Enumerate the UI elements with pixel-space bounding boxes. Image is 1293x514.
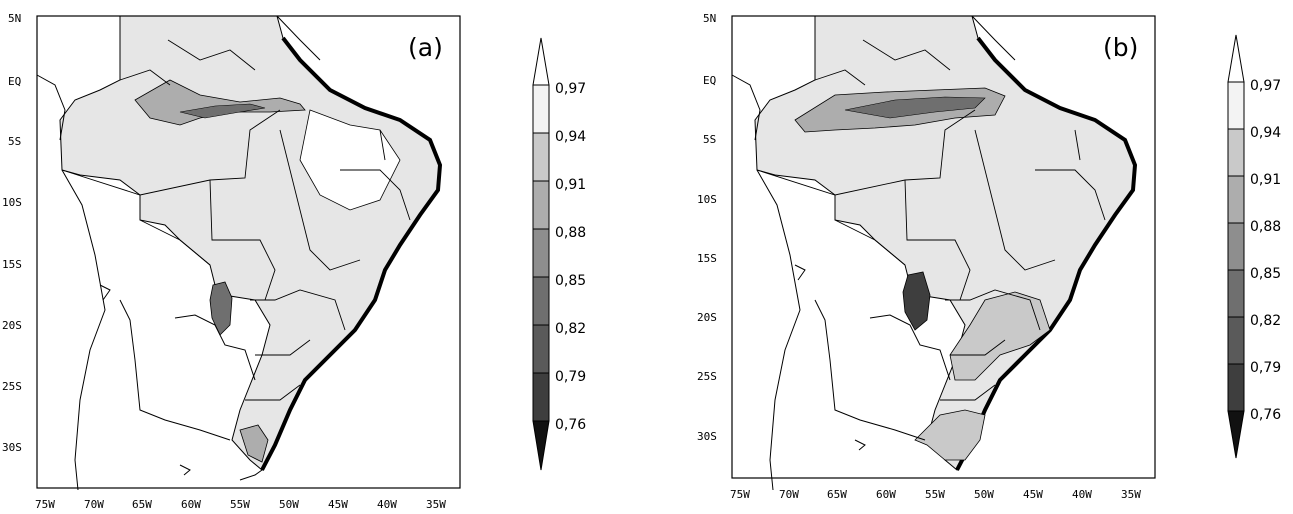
coast-band-b [955, 36, 1138, 471]
colorbar-b: 0,97 0,94 0,91 0,88 0,85 0,82 0,79 0,76 [1227, 34, 1281, 459]
colorbar-cell [1227, 222, 1245, 271]
lon-tick-label: 50W [974, 488, 994, 501]
lon-tick-label: 40W [377, 498, 397, 511]
colorbar-cell [1227, 269, 1245, 318]
amazon-band-a [134, 79, 306, 126]
lat-tick-label: 10S [697, 193, 717, 206]
brazil-region-b [754, 15, 1136, 471]
lat-tick-label: 15S [2, 258, 22, 271]
lon-tick-label: 45W [328, 498, 348, 511]
colorbar-label: 0,79 [1250, 360, 1281, 376]
state-borders-a [61, 39, 411, 401]
map-panel-a: (a) 5N EQ 5S 10S 15S 20S 25S 30S 75W 70W… [2, 12, 461, 511]
lat-axis-b: 5N EQ 5S 10S 15S 20S 25S 30S [697, 12, 717, 443]
colorbar-cell [532, 276, 550, 326]
map-panel-b: (b) 5N EQ 5S 10S 15S 20S 25S 30S 75W 70W… [697, 12, 1156, 501]
lon-axis-b: 75W 70W 65W 60W 55W 50W 45W 40W 35W [730, 488, 1141, 501]
lon-tick-label: 55W [230, 498, 250, 511]
colorbar-bottom-cap [1227, 410, 1245, 459]
lat-tick-label: 5S [703, 133, 716, 146]
lat-tick-label: 25S [697, 370, 717, 383]
colorbar-top-cap [1227, 34, 1245, 83]
lon-tick-label: 35W [1121, 488, 1141, 501]
colorbar-cell [1227, 316, 1245, 365]
colorbar-label: 0,94 [1250, 125, 1281, 141]
colorbar-label: 0,88 [1250, 219, 1281, 235]
colorbar-label: 0,91 [555, 177, 586, 193]
lon-tick-label: 60W [876, 488, 896, 501]
lon-tick-label: 60W [181, 498, 201, 511]
lat-tick-label: 20S [697, 311, 717, 324]
lon-tick-label: 50W [279, 498, 299, 511]
lon-tick-label: 75W [35, 498, 55, 511]
lat-tick-label: 5N [703, 12, 716, 25]
colorbar-label: 0,79 [555, 369, 586, 385]
colorbar-label: 0,88 [555, 225, 586, 241]
plot-frame-b [731, 15, 1156, 479]
lat-tick-label: 10S [2, 196, 22, 209]
lon-tick-label: 65W [132, 498, 152, 511]
colorbar-bottom-cap [532, 420, 550, 471]
panel-label-a: (a) [408, 33, 443, 62]
lon-tick-label: 45W [1023, 488, 1043, 501]
colorbar-cell [1227, 175, 1245, 224]
colorbar-cell [532, 228, 550, 278]
colorbar-cell [532, 132, 550, 182]
colorbar-label: 0,91 [1250, 172, 1281, 188]
south-region-b [914, 409, 986, 461]
lat-tick-label: 5S [8, 135, 21, 148]
lon-axis-a: 75W 70W 65W 60W 55W 50W 45W 40W 35W [35, 498, 446, 511]
colorbar-label: 0,97 [555, 81, 586, 97]
lat-tick-label: 20S [2, 319, 22, 332]
pantanal-spot-b [902, 271, 931, 331]
lat-tick-label: 15S [697, 252, 717, 265]
continent-outline-a [36, 15, 321, 491]
coast-band-a [260, 36, 443, 471]
colorbar-cell [532, 324, 550, 374]
south-spot-a [239, 424, 269, 463]
colorbar-label: 0,85 [555, 273, 586, 289]
southeast-region-b [949, 291, 1051, 381]
lon-tick-label: 65W [827, 488, 847, 501]
amazon-core-b [844, 96, 986, 119]
colorbar-cell [1227, 81, 1245, 130]
lon-tick-label: 70W [84, 498, 104, 511]
lon-tick-label: 70W [779, 488, 799, 501]
lon-tick-label: 35W [426, 498, 446, 511]
colorbar-top-cap [532, 37, 550, 86]
colorbar-a: 0,97 0,94 0,91 0,88 0,85 0,82 0,79 0,76 [532, 37, 586, 471]
colorbar-label: 0,97 [1250, 78, 1281, 94]
panel-label-b: (b) [1103, 33, 1138, 62]
colorbar-label: 0,85 [1250, 266, 1281, 282]
colorbar-label: 0,76 [1250, 407, 1281, 423]
colorbar-label: 0,82 [555, 321, 586, 337]
amazon-core-a [179, 103, 266, 119]
lat-tick-label: 30S [697, 430, 717, 443]
interior-white-a [299, 109, 401, 211]
colorbar-cell [1227, 128, 1245, 177]
lon-tick-label: 40W [1072, 488, 1092, 501]
colorbar-cell [532, 372, 550, 422]
lat-axis-a: 5N EQ 5S 10S 15S 20S 25S 30S [2, 12, 22, 454]
lat-tick-label: 25S [2, 380, 22, 393]
lon-tick-label: 75W [730, 488, 750, 501]
colorbar-cell [532, 84, 550, 134]
state-borders-b [756, 39, 1106, 401]
colorbar-cell [532, 180, 550, 230]
lat-tick-label: 30S [2, 441, 22, 454]
colorbar-label: 0,82 [1250, 313, 1281, 329]
continent-outline-b [731, 15, 1016, 491]
pantanal-spot-a [209, 281, 233, 336]
lon-tick-label: 55W [925, 488, 945, 501]
lat-tick-label: EQ [8, 75, 21, 88]
lat-tick-label: EQ [703, 74, 716, 87]
colorbar-label: 0,94 [555, 129, 586, 145]
colorbar-cell [1227, 363, 1245, 412]
brazil-region-a [59, 15, 441, 471]
lat-tick-label: 5N [8, 12, 21, 25]
plot-frame-a [36, 15, 461, 489]
colorbar-label: 0,76 [555, 417, 586, 433]
